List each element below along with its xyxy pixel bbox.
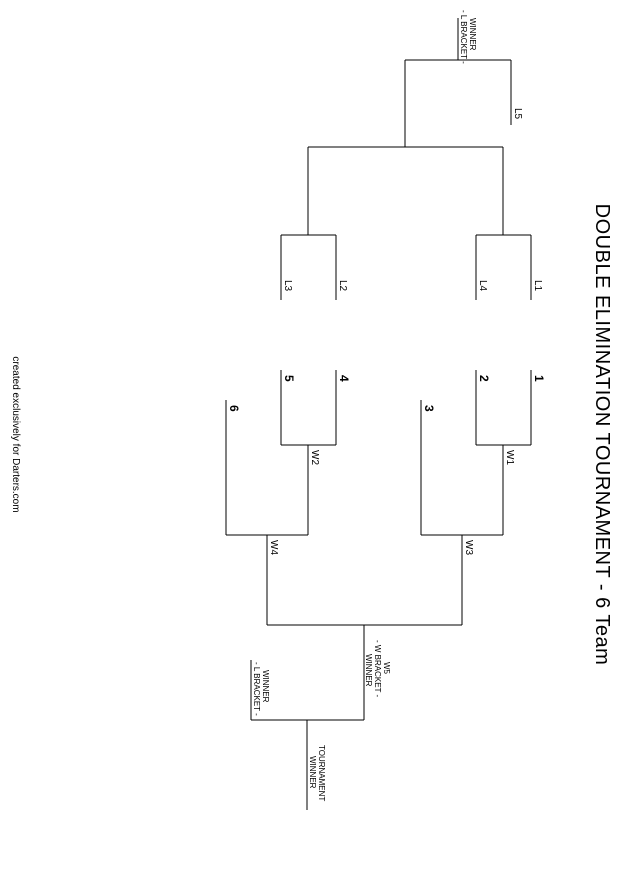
tournament-winner-2: WINNER xyxy=(308,756,317,789)
label-l5: L5 xyxy=(512,108,523,120)
w-bracket-caption-1: W5 xyxy=(382,662,391,675)
l-bracket-caption-r1: WINNER xyxy=(261,670,270,703)
label-l2: L2 xyxy=(337,280,348,292)
seed-1: 1 xyxy=(532,375,546,382)
label-l3: L3 xyxy=(282,280,293,292)
label-w4: W4 xyxy=(268,540,279,555)
seed-5: 5 xyxy=(282,375,296,382)
bracket-svg: 1 2 3 4 5 6 W1 W2 W3 W4 L1 L4 L2 L3 L5 W… xyxy=(0,0,631,869)
label-l4: L4 xyxy=(477,280,488,292)
seed-4: 4 xyxy=(337,375,351,382)
label-w1: W1 xyxy=(504,450,515,465)
w-bracket-caption-2: - W BRACKET - xyxy=(373,640,382,698)
l-bracket-caption-l1: WINNER xyxy=(468,18,477,51)
seed-6: 6 xyxy=(227,405,241,412)
w-bracket-caption-3: WINNER xyxy=(364,654,373,687)
label-l1: L1 xyxy=(532,280,543,292)
label-w2: W2 xyxy=(309,450,320,465)
label-w3: W3 xyxy=(463,540,474,555)
seed-2: 2 xyxy=(477,375,491,382)
bracket-page: DOUBLE ELIMINATION TOURNAMENT - 6 Team xyxy=(0,0,631,869)
seed-3: 3 xyxy=(422,405,436,412)
tournament-winner-1: TOURNAMENT xyxy=(317,745,326,801)
l-bracket-caption-r2: - L BRACKET - xyxy=(252,662,261,716)
page-footer: created exclusively for Darters.com xyxy=(10,0,21,869)
l-bracket-caption-l2: - L BRACKET - xyxy=(459,10,468,64)
